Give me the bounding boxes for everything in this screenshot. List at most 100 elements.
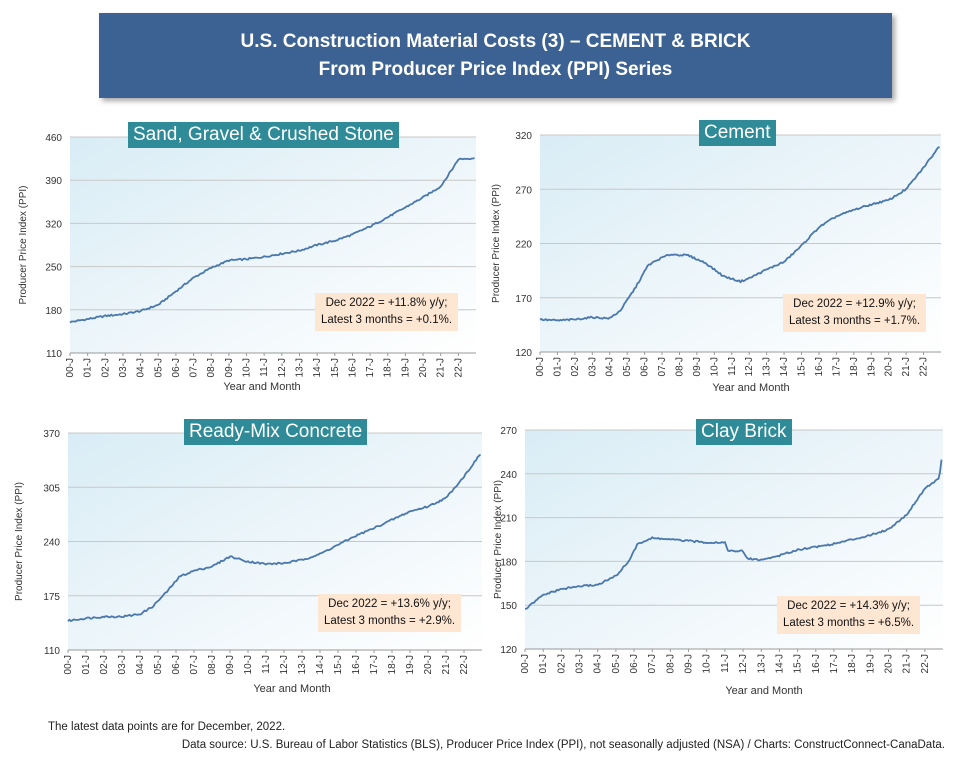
y-tick-label: 180 xyxy=(45,306,62,317)
x-tick-label: 12-J xyxy=(738,654,749,673)
note-yoy: Dec 2022 = +11.8% y/y; xyxy=(325,297,448,309)
x-tick-label: 02-J xyxy=(100,358,111,377)
x-tick-label: 14-J xyxy=(315,655,326,674)
note-3m: Latest 3 months = +0.1%. xyxy=(321,314,453,326)
x-tick-label: 05-J xyxy=(153,655,164,674)
y-axis-title: Producer Price Index (PPI) xyxy=(18,186,29,305)
x-tick-label: 13-J xyxy=(756,654,767,673)
x-tick-label: 07-J xyxy=(189,358,200,377)
x-tick-label: 07-J xyxy=(657,357,668,376)
series-line xyxy=(69,157,475,324)
x-tick-label: 07-J xyxy=(189,655,200,674)
x-tick-label: 13-J xyxy=(294,358,305,377)
x-tick-label: 04-J xyxy=(135,655,146,674)
note-yoy: Dec 2022 = +12.9% y/y; xyxy=(793,298,916,310)
x-tick-label: 08-J xyxy=(207,655,218,674)
x-tick-label: 05-J xyxy=(622,357,633,376)
x-tick-label: 21-J xyxy=(441,655,452,674)
chart-title: Cement xyxy=(699,120,776,146)
x-tick-label: 06-J xyxy=(640,357,651,376)
x-tick-label: 22-J xyxy=(459,655,470,674)
x-tick-label: 03-J xyxy=(118,358,129,377)
x-tick-label: 15-J xyxy=(333,655,344,674)
y-tick-label: 110 xyxy=(44,646,60,657)
x-tick-label: 12-J xyxy=(279,655,290,674)
y-tick-label: 150 xyxy=(500,601,517,612)
x-tick-label: 05-J xyxy=(153,358,164,377)
y-tick-label: 270 xyxy=(500,426,517,437)
x-tick-label: 02-J xyxy=(556,654,567,673)
x-tick-label: 15-J xyxy=(330,358,341,377)
x-tick-label: 10-J xyxy=(702,654,713,673)
x-axis-title: Year and Month xyxy=(253,683,330,695)
x-tick-label: 04-J xyxy=(593,654,604,673)
x-tick-label: 00-J xyxy=(65,358,76,377)
x-tick-label: 04-J xyxy=(605,357,616,376)
y-tick-label: 170 xyxy=(515,294,532,305)
x-tick-label: 03-J xyxy=(587,357,598,376)
y-tick-label: 320 xyxy=(515,131,532,142)
note-3m: Latest 3 months = +2.9%. xyxy=(324,615,456,627)
x-tick-label: 16-J xyxy=(347,358,358,377)
chart-clay-brick: 120 150 180 210 240 270 00-J 01-J 02-J 03-J 04-J 05… xyxy=(485,410,971,710)
x-tick-label: 14-J xyxy=(774,654,785,673)
chart-sand-gravel: 110 180 250 320 390 460 00-J 01-J 02-J 03-J 04-J 05… xyxy=(0,115,485,410)
y-tick-label: 460 xyxy=(45,133,62,144)
x-tick-label: 10-J xyxy=(242,358,253,377)
x-tick-label: 18-J xyxy=(383,358,394,377)
x-tick-label: 10-J xyxy=(243,655,254,674)
x-tick-label: 01-J xyxy=(538,654,549,673)
x-tick-label: 11-J xyxy=(727,357,738,376)
note-3m: Latest 3 months = +6.5%. xyxy=(783,617,915,629)
y-axis-title: Producer Price Index (PPI) xyxy=(493,480,504,599)
chart-svg: 110 180 250 320 390 460 00-J 01-J 02-J 03-J 04-J 05… xyxy=(18,133,476,393)
chart-title: Sand, Gravel & Crushed Stone xyxy=(128,122,399,148)
y-tick-label: 240 xyxy=(43,538,60,549)
x-tick-label: 20-J xyxy=(884,357,895,376)
x-tick-label: 13-J xyxy=(297,655,308,674)
y-tick-label: 390 xyxy=(45,176,62,187)
x-tick-label: 22-J xyxy=(920,654,931,673)
x-tick-label: 05-J xyxy=(611,654,622,673)
stats-note: Dec 2022 = +14.3% y/y; Latest 3 months =… xyxy=(777,596,921,634)
chart-title: Ready-Mix Concrete xyxy=(184,419,368,445)
y-tick-label: 250 xyxy=(45,263,62,274)
x-tick-label: 15-J xyxy=(797,357,808,376)
x-tick-label: 03-J xyxy=(575,654,586,673)
y-tick-label: 370 xyxy=(43,429,60,440)
y-tick-label: 220 xyxy=(515,240,532,251)
x-tick-label: 17-J xyxy=(831,357,842,376)
x-tick-label: 19-J xyxy=(865,654,876,673)
x-tick-label: 20-J xyxy=(418,358,429,377)
chart-svg: 120 150 180 210 240 270 00-J 01-J 02-J 03-J 04-J 05… xyxy=(493,426,943,697)
chart-cement: 120 170 220 270 320 00-J 01-J 02-J 03-J 04-J 05-J 0… xyxy=(485,115,971,410)
title-banner: U.S. Construction Material Costs (3) – C… xyxy=(99,13,892,98)
x-tick-label: 17-J xyxy=(369,655,380,674)
note-yoy: Dec 2022 = +13.6% y/y; xyxy=(328,598,451,610)
y-tick-label: 320 xyxy=(45,219,62,230)
x-tick-label: 22-J xyxy=(919,357,930,376)
x-tick-label: 12-J xyxy=(277,358,288,377)
x-tick-label: 07-J xyxy=(647,654,658,673)
x-tick-label: 06-J xyxy=(171,655,182,674)
x-tick-label: 21-J xyxy=(902,654,913,673)
x-tick-label: 16-J xyxy=(814,357,825,376)
y-axis-title: Producer Price Index (PPI) xyxy=(14,482,25,601)
chart-ready-mix: 110 175 240 305 370 00-J 01-J 02-J 03-J 04-J 05-J 0… xyxy=(0,410,485,710)
y-tick-label: 240 xyxy=(500,470,517,481)
x-tick-label: 17-J xyxy=(829,654,840,673)
x-tick-label: 11-J xyxy=(259,358,270,377)
x-tick-label: 00-J xyxy=(520,654,531,673)
x-axis-title: Year and Month xyxy=(712,382,789,394)
x-tick-label: 08-J xyxy=(674,357,685,376)
x-tick-label: 02-J xyxy=(570,357,581,376)
x-tick-label: 16-J xyxy=(351,655,362,674)
y-tick-label: 175 xyxy=(43,592,60,603)
x-tick-label: 14-J xyxy=(779,357,790,376)
chart-title: Clay Brick xyxy=(696,419,792,445)
x-tick-label: 12-J xyxy=(744,357,755,376)
subtitle: From Producer Price Index (PPI) Series xyxy=(318,58,673,80)
x-tick-label: 00-J xyxy=(63,655,74,674)
x-tick-label: 19-J xyxy=(866,357,877,376)
x-tick-label: 16-J xyxy=(811,654,822,673)
